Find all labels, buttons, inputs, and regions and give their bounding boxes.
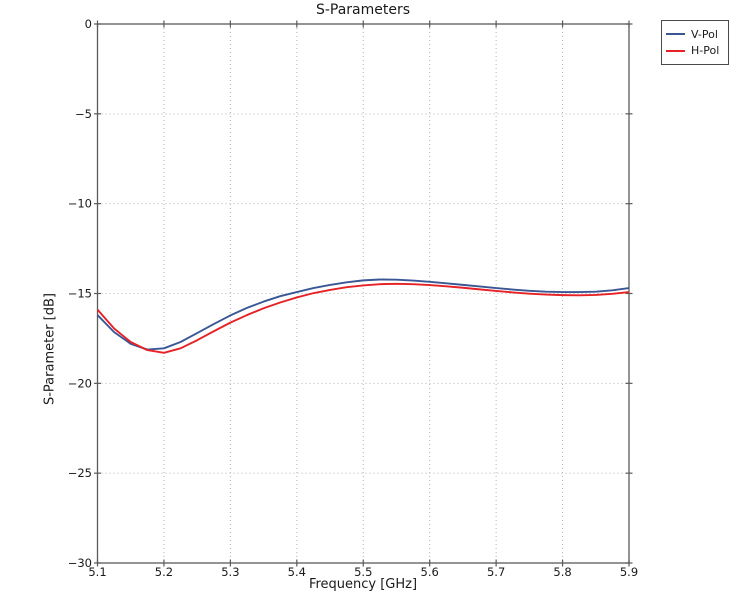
y-tick-label: −25: [68, 466, 92, 480]
chart-title: S-Parameters: [315, 2, 411, 18]
y-tick-label: −15: [68, 287, 92, 301]
legend: V-Pol H-Pol: [661, 20, 729, 65]
x-tick-label: 5.8: [553, 565, 571, 579]
legend-label-v-pol: V-Pol: [691, 27, 718, 41]
y-tick-label: −20: [68, 376, 92, 390]
y-tick-label: 0: [85, 17, 92, 31]
legend-label-h-pol: H-Pol: [691, 44, 720, 58]
x-tick-label: 5.9: [620, 565, 638, 579]
x-tick-label: 5.1: [88, 565, 106, 579]
x-tick-label: 5.3: [221, 565, 239, 579]
x-axis-label: Frequency [GHz]: [308, 577, 418, 592]
x-tick-label: 5.5: [354, 565, 372, 579]
y-tick-label: −5: [75, 107, 92, 121]
x-tick-label: 5.6: [421, 565, 439, 579]
h-pol-line-sample: [666, 49, 685, 52]
series-line-v-pol: [96, 278, 630, 351]
legend-entry-h-pol: H-Pol: [666, 45, 724, 56]
y-tick-label: −10: [68, 197, 92, 211]
y-tick-label: −30: [68, 556, 92, 570]
x-tick-label: 5.2: [155, 565, 173, 579]
x-tick-label: 5.4: [288, 565, 306, 579]
x-tick-label: 5.7: [487, 565, 505, 579]
v-pol-line-sample: [666, 33, 685, 36]
series-line-h-pol: [96, 282, 630, 354]
legend-entry-v-pol: V-Pol: [666, 29, 724, 40]
